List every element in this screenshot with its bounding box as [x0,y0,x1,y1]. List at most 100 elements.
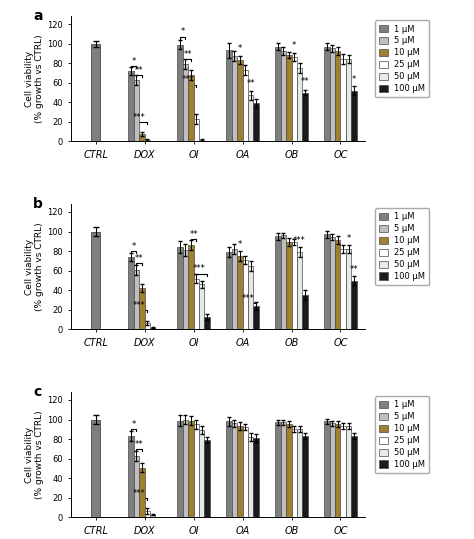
Text: *: * [132,420,136,429]
Bar [204,317,210,329]
Bar [275,237,281,329]
Bar [324,46,330,141]
Text: ***: *** [133,488,146,497]
Bar [139,134,145,141]
Bar [128,71,134,141]
Bar [232,56,237,141]
Bar [193,424,199,517]
Text: *: * [352,75,356,84]
Bar [351,436,356,517]
Bar [237,256,243,329]
Bar [134,270,139,329]
Text: ***: *** [242,294,254,303]
Bar [145,510,150,517]
Bar [286,56,292,141]
Bar [297,68,302,141]
Bar [139,288,145,329]
Bar [199,140,204,141]
Bar [237,426,243,517]
Bar [243,260,248,329]
Bar [297,430,302,517]
Bar [177,247,183,329]
Text: **: ** [189,230,198,239]
Bar [204,440,210,517]
Text: **: ** [135,253,144,262]
Bar [232,249,237,329]
Bar [302,295,308,329]
Bar [302,93,308,141]
Bar [134,80,139,141]
Text: *: * [238,240,242,249]
Text: *: * [346,234,351,243]
Text: **: ** [350,265,358,274]
Bar [324,421,330,517]
Bar [134,456,139,517]
Text: ***: *** [192,264,205,273]
Y-axis label: Cell viability
(% growth vs CTRL): Cell viability (% growth vs CTRL) [25,411,44,499]
Bar [286,243,292,329]
Bar [183,64,188,141]
Bar [232,424,237,517]
Bar [128,436,134,517]
Bar [188,245,193,329]
Bar [340,249,346,329]
Bar [346,59,351,141]
Bar [253,103,259,141]
Bar [193,119,199,141]
Bar [335,424,340,517]
Bar [128,257,134,329]
Bar [330,49,335,141]
Bar [183,250,188,329]
Bar [188,75,193,141]
Bar [145,140,150,141]
Bar [91,232,100,329]
Bar [227,421,232,517]
Text: **: ** [301,77,309,86]
Bar [253,306,259,329]
Text: *: * [132,242,136,251]
Bar [177,45,183,141]
Bar [330,238,335,329]
Legend: 1 μM, 5 μM, 10 μM, 25 μM, 50 μM, 100 μM: 1 μM, 5 μM, 10 μM, 25 μM, 50 μM, 100 μM [375,396,429,473]
Bar [335,51,340,141]
Text: ***: *** [182,75,194,85]
Bar [183,419,188,517]
Text: ***: *** [293,236,306,245]
Bar [237,60,243,141]
Bar [281,51,286,141]
Bar [188,420,193,517]
Bar [145,323,150,329]
Text: *: * [181,27,185,37]
Bar [351,91,356,141]
Bar [297,252,302,329]
Bar [243,70,248,141]
Bar [248,437,253,517]
Bar [351,280,356,329]
Bar [324,234,330,329]
Bar [286,424,292,517]
Legend: 1 μM, 5 μM, 10 μM, 25 μM, 50 μM, 100 μM: 1 μM, 5 μM, 10 μM, 25 μM, 50 μM, 100 μM [375,20,429,97]
Text: **: ** [135,66,144,74]
Bar [346,249,351,329]
Text: b: b [33,197,43,211]
Bar [193,279,199,329]
Text: a: a [33,9,42,23]
Y-axis label: Cell viability
(% growth vs CTRL): Cell viability (% growth vs CTRL) [25,34,44,123]
Bar [281,236,286,329]
Bar [227,252,232,329]
Bar [330,424,335,517]
Text: ***: *** [133,113,146,122]
Bar [281,423,286,517]
Bar [292,430,297,517]
Bar [253,438,259,517]
Bar [139,467,145,517]
Bar [150,515,155,517]
Text: *: * [238,44,242,53]
Bar [275,46,281,141]
Text: *: * [292,42,296,51]
Bar [248,266,253,329]
Bar [91,419,100,517]
Y-axis label: Cell viability
(% growth vs CTRL): Cell viability (% growth vs CTRL) [25,223,44,311]
Text: **: ** [246,79,255,88]
Bar [340,426,346,517]
